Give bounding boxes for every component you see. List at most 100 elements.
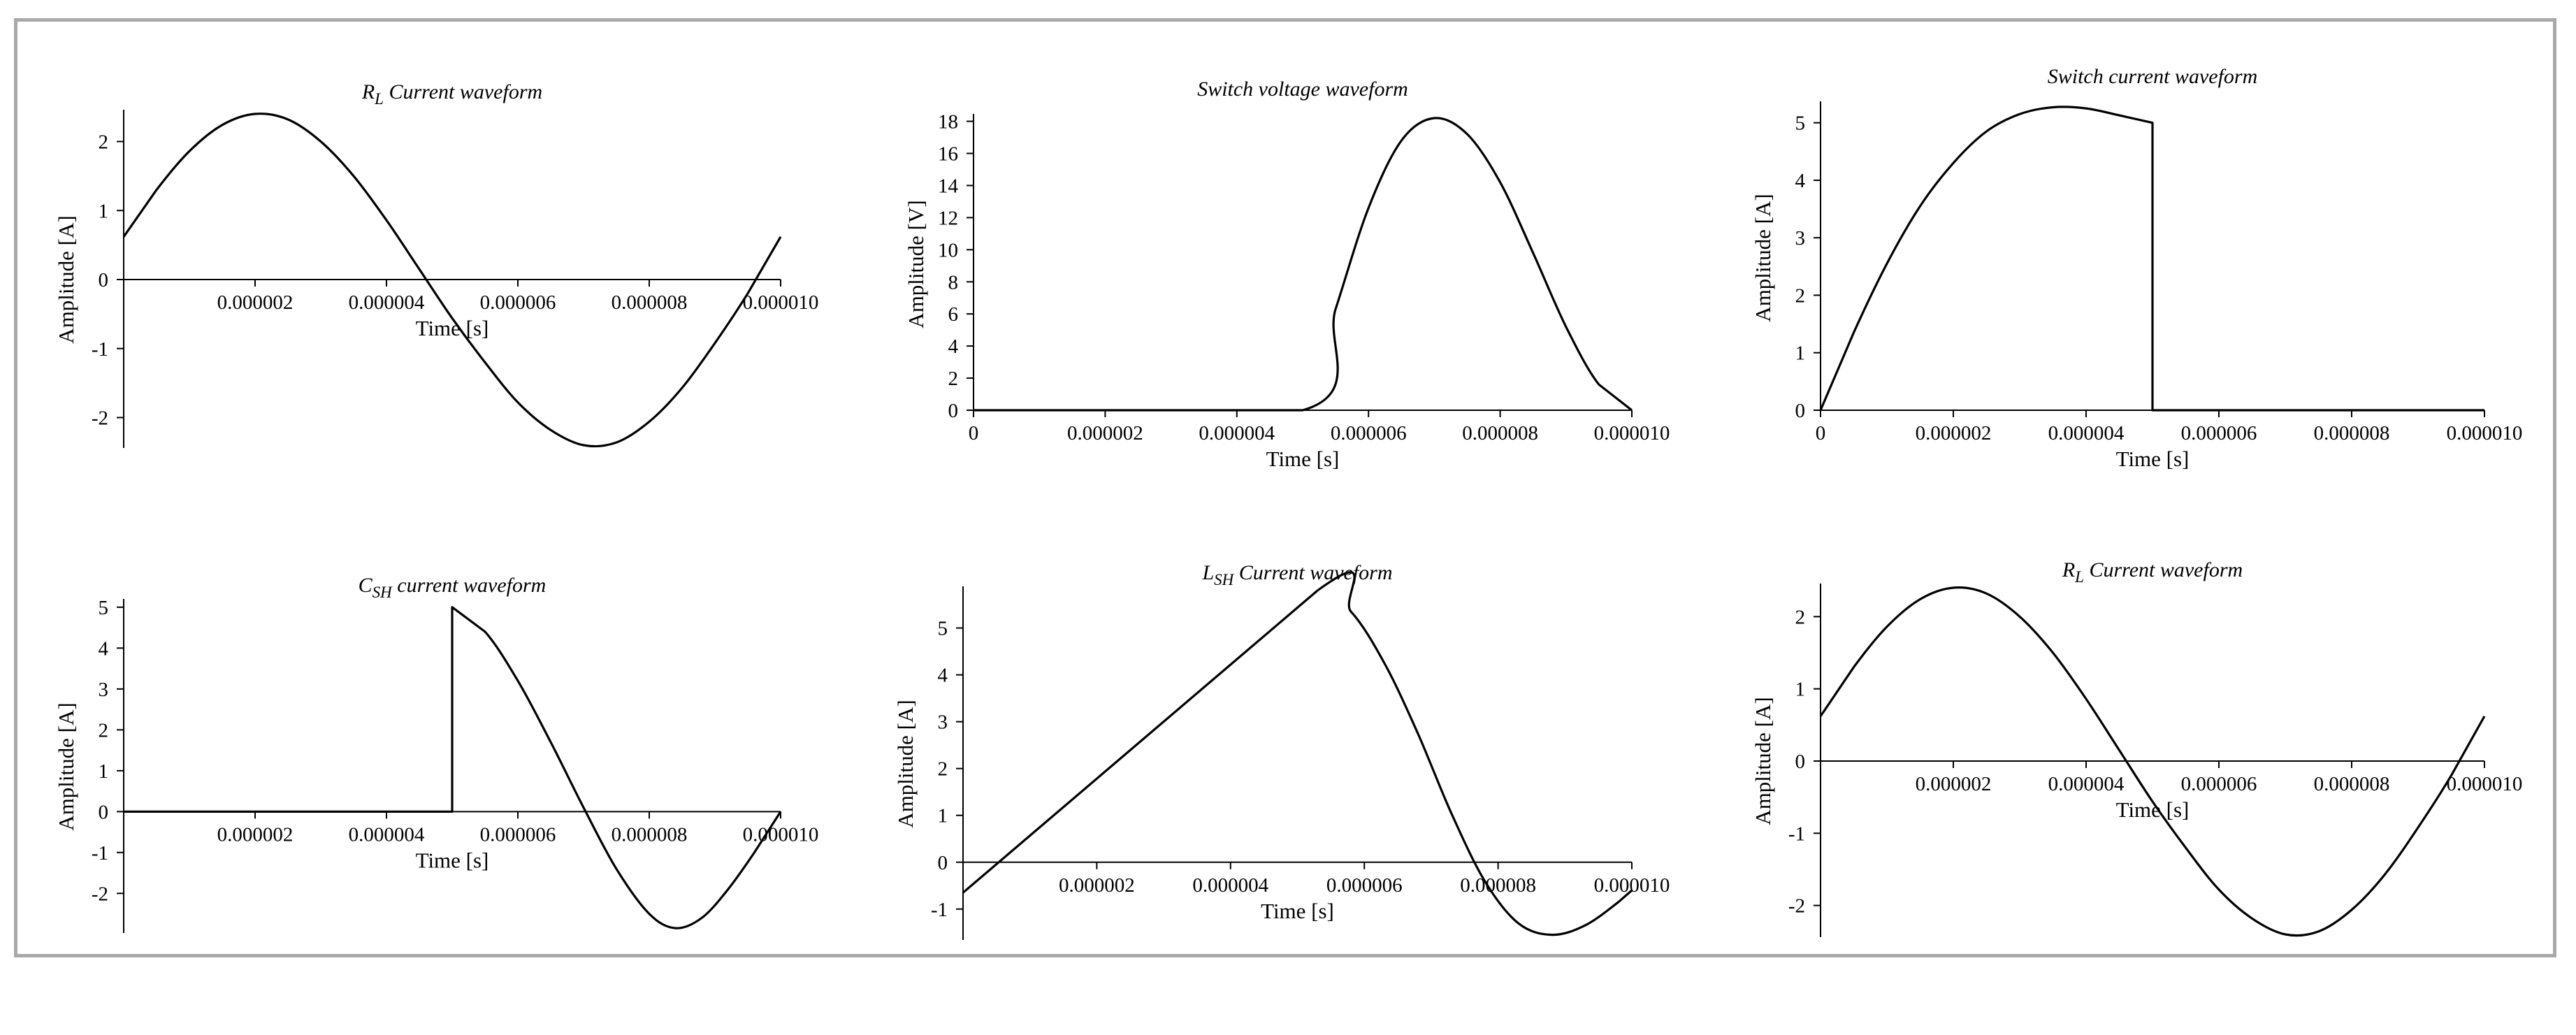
chart2-y-tick-label: 6 <box>948 303 959 326</box>
chart1-x-tick-label: 0.000010 <box>743 291 819 314</box>
chart4-y-tick-label: 2 <box>99 719 109 741</box>
chart6-y-axis-label: Amplitude [A] <box>1751 697 1775 825</box>
chart4-y-tick-label: 0 <box>99 801 109 823</box>
chart1-title: RL Current waveform <box>361 80 542 108</box>
chart3-series-line <box>1819 106 2484 412</box>
chart5-y-tick-label: 4 <box>938 665 948 687</box>
chart1-y-tick-label: 1 <box>99 200 109 222</box>
chart4-x-tick-label: 0.000006 <box>480 823 556 846</box>
chart6-y-tick-label: 2 <box>1795 606 1806 628</box>
chart5-y-tick-label: 5 <box>938 618 948 640</box>
chart3-y-tick-label: 0 <box>1795 400 1806 422</box>
chart2-y-tick-label: 18 <box>938 111 958 133</box>
chart4-y-tick-label: 3 <box>99 679 109 701</box>
chart4-series-line <box>124 606 782 929</box>
chart2-x-tick-label: 0.000010 <box>1594 422 1670 444</box>
chart2-y-tick-label: 10 <box>938 239 958 261</box>
chart4-y-tick-label: -2 <box>92 883 108 905</box>
chart6-x-tick-label: 0.000004 <box>2048 773 2125 795</box>
chart6-y-tick-label: -2 <box>1788 895 1805 918</box>
chart4-title: CSH current waveform <box>359 574 547 601</box>
chart5-title: LSH Current waveform <box>1201 561 1392 588</box>
chart4-x-tick-label: 0.000004 <box>349 823 425 846</box>
chart2-y-tick-label: 8 <box>948 271 959 294</box>
chart2-series-line <box>974 117 1633 412</box>
chart1-x-tick-label: 0.000008 <box>612 291 688 314</box>
chart3-y-tick-label: 4 <box>1795 170 1806 192</box>
chart2-x-tick-label: 0 <box>969 422 979 444</box>
chart4-y-tick-label: 5 <box>99 597 109 619</box>
chart4-y-axis-label: Amplitude [A] <box>54 702 78 830</box>
chart1-series-line <box>122 113 782 448</box>
chart5-y-tick-label: 3 <box>938 711 948 734</box>
chart3-y-tick-label: 1 <box>1795 342 1806 365</box>
chart-csh-current: CSH current waveform -2 -1 0 1 2 3 4 5 0.000002 0.… <box>54 574 819 933</box>
chart4-y-tick-label: 4 <box>99 637 109 660</box>
chart4-y-tick-label: 1 <box>99 760 109 783</box>
chart-rl-current-bottom: RL Current waveform -2 -1 0 1 2 0.000002 0.0000… <box>1751 558 2523 937</box>
chart5-x-tick-label: 0.000008 <box>1460 874 1536 897</box>
chart3-y-tick-label: 2 <box>1795 284 1806 307</box>
chart4-x-axis-label: Time [s] <box>416 848 489 872</box>
chart6-title: RL Current waveform <box>2062 558 2243 586</box>
chart2-x-tick-label: 0.000002 <box>1067 422 1143 444</box>
chart5-y-tick-label: 2 <box>938 758 948 781</box>
chart2-y-tick-label: 12 <box>938 207 958 229</box>
chart1-x-tick-label: 0.000006 <box>480 291 556 314</box>
chart-rl-current-top: RL Current waveform -2 -1 0 1 2 0.000002 0.0000… <box>54 80 819 448</box>
chart2-x-tick-label: 0.000006 <box>1331 422 1407 444</box>
chart1-y-axis-label: Amplitude [A] <box>54 215 78 343</box>
chart1-x-tick-label: 0.000004 <box>349 291 425 314</box>
chart3-x-axis-label: Time [s] <box>2116 447 2190 471</box>
chart4-x-tick-label: 0.000002 <box>217 823 294 846</box>
chart2-x-axis-label: Time [s] <box>1266 447 1340 471</box>
chart1-y-tick-label: -1 <box>92 338 108 361</box>
chart2-x-tick-label: 0.000008 <box>1462 422 1538 444</box>
chart3-x-tick-label: 0.000006 <box>2181 422 2257 444</box>
chart2-x-tick-label: 0.000004 <box>1199 422 1275 444</box>
chart2-y-tick-label: 2 <box>948 368 959 390</box>
chart6-y-tick-label: 0 <box>1795 751 1806 773</box>
chart3-x-tick-label: 0.000004 <box>2048 422 2125 444</box>
chart5-x-tick-label: 0.000006 <box>1326 874 1403 897</box>
chart4-x-tick-label: 0.000008 <box>612 823 688 846</box>
chart3-y-tick-label: 3 <box>1795 227 1806 249</box>
chart5-y-axis-label: Amplitude [A] <box>893 700 918 827</box>
chart5-x-tick-label: 0.000010 <box>1594 874 1670 897</box>
chart-switch-current: Switch current waveform 0 1 2 3 4 5 0 0.000002 0.… <box>1751 65 2523 471</box>
chart6-series-line <box>1819 586 2486 937</box>
chart1-y-tick-label: -2 <box>92 407 108 430</box>
chart2-y-axis-label: Amplitude [V] <box>904 200 928 328</box>
chart2-y-tick-label: 16 <box>938 143 958 166</box>
figure-frame: RL Current waveform -2 -1 0 1 2 0.000002 0.0000… <box>14 18 2556 957</box>
chart6-x-tick-label: 0.000010 <box>2447 773 2523 795</box>
chart2-y-tick-label: 4 <box>948 335 959 358</box>
chart3-x-tick-label: 0.000010 <box>2447 422 2523 444</box>
chart5-x-tick-label: 0.000004 <box>1192 874 1268 897</box>
chart3-x-tick-label: 0 <box>1816 422 1826 444</box>
chart1-y-tick-label: 2 <box>99 131 109 154</box>
chart2-title: Switch voltage waveform <box>1197 78 1408 101</box>
chart1-x-tick-label: 0.000002 <box>217 291 294 314</box>
chart1-y-tick-label: 0 <box>99 269 109 291</box>
chart4-y-tick-label: -1 <box>92 842 108 864</box>
chart6-y-tick-label: 1 <box>1795 679 1806 701</box>
chart5-x-tick-label: 0.000002 <box>1059 874 1135 897</box>
chart3-x-tick-label: 0.000008 <box>2314 422 2390 444</box>
chart3-x-tick-label: 0.000002 <box>1916 422 1992 444</box>
chart3-y-tick-label: 5 <box>1795 113 1806 135</box>
chart3-y-axis-label: Amplitude [A] <box>1751 194 1775 321</box>
chart2-y-tick-label: 0 <box>948 400 959 422</box>
chart5-x-axis-label: Time [s] <box>1261 899 1334 923</box>
chart6-x-tick-label: 0.000006 <box>2181 773 2257 795</box>
chart5-series-line <box>962 571 1633 936</box>
chart6-y-tick-label: -1 <box>1788 823 1805 845</box>
chart5-y-tick-label: -1 <box>931 899 948 921</box>
chart5-y-tick-label: 0 <box>938 852 948 874</box>
chart4-x-tick-label: 0.000010 <box>743 823 819 846</box>
chart6-x-tick-label: 0.000002 <box>1916 773 1992 795</box>
chart5-y-tick-label: 1 <box>938 805 948 827</box>
chart3-title: Switch current waveform <box>2048 65 2258 88</box>
chart6-x-tick-label: 0.000008 <box>2314 773 2390 795</box>
chart-lsh-current: LSH Current waveform -1 0 1 2 3 4 5 0.000002 0.00… <box>893 561 1670 940</box>
